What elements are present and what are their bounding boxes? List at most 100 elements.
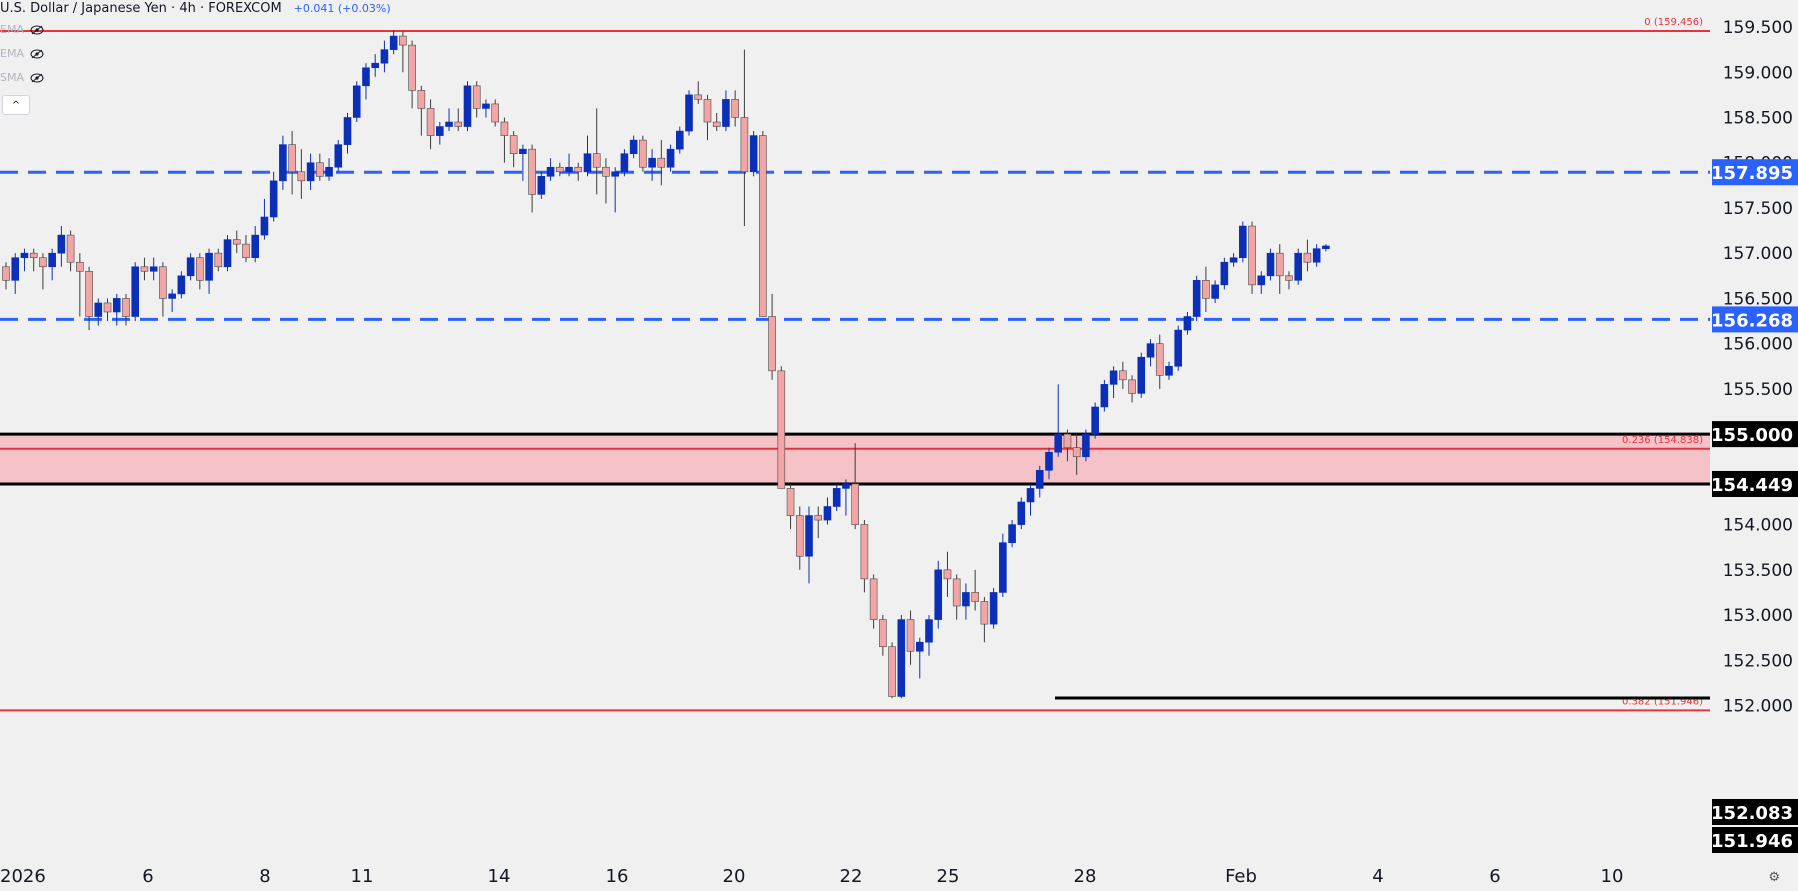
candle bbox=[1137, 356, 1146, 394]
price-label: 151.946 bbox=[1711, 827, 1798, 853]
candle bbox=[205, 252, 213, 281]
candle bbox=[1091, 406, 1099, 435]
candle bbox=[1294, 252, 1302, 281]
svg-text:152.083: 152.083 bbox=[1711, 803, 1793, 824]
candle bbox=[832, 488, 841, 507]
time-tick: 28 bbox=[1074, 866, 1097, 887]
svg-text:154.449: 154.449 bbox=[1711, 475, 1793, 496]
candle bbox=[297, 171, 306, 182]
time-tick: 4 bbox=[1372, 866, 1383, 887]
candle bbox=[629, 139, 638, 154]
candle bbox=[112, 298, 121, 313]
candle bbox=[694, 94, 703, 100]
candle bbox=[565, 166, 573, 173]
candle bbox=[703, 99, 712, 123]
candle bbox=[814, 515, 823, 521]
candle bbox=[482, 103, 490, 109]
indicator-ema-2[interactable]: EMA bbox=[0, 47, 44, 60]
price-tick: 158.500 bbox=[1723, 108, 1793, 128]
candle bbox=[851, 483, 859, 525]
price-tick: 152.500 bbox=[1723, 651, 1793, 671]
time-tick: 20 bbox=[723, 866, 746, 887]
candle bbox=[463, 85, 472, 127]
candle bbox=[57, 234, 66, 254]
price-tick: 157.000 bbox=[1723, 244, 1793, 264]
time-tick: 6 bbox=[142, 866, 153, 887]
candle bbox=[1082, 433, 1090, 458]
candle bbox=[879, 619, 887, 648]
candle bbox=[445, 121, 453, 127]
candle bbox=[1165, 365, 1173, 376]
symbol-title[interactable]: U.S. Dollar / Japanese Yen · 4h · FOREXC… bbox=[0, 0, 282, 16]
candle bbox=[1257, 275, 1266, 286]
candle bbox=[11, 257, 20, 281]
candle bbox=[648, 157, 656, 168]
time-tick: Feb bbox=[1225, 866, 1257, 887]
candle bbox=[306, 162, 315, 182]
candle bbox=[214, 252, 223, 268]
candle bbox=[1054, 433, 1063, 453]
candle bbox=[749, 135, 758, 173]
time-tick: 14 bbox=[488, 866, 511, 887]
candle bbox=[1229, 257, 1238, 263]
eye-hidden-icon[interactable] bbox=[30, 73, 44, 83]
candle bbox=[500, 121, 509, 136]
candle bbox=[1312, 248, 1321, 263]
svg-text:155.000: 155.000 bbox=[1711, 425, 1793, 446]
price-tick: 153.500 bbox=[1723, 561, 1793, 581]
candle bbox=[334, 144, 343, 168]
collapse-indicators-button[interactable]: ^ bbox=[2, 95, 30, 115]
candle bbox=[712, 121, 721, 127]
candle bbox=[343, 117, 352, 145]
time-tick: 8 bbox=[259, 866, 270, 887]
candle bbox=[952, 578, 961, 607]
candle bbox=[519, 148, 527, 154]
eye-hidden-icon[interactable] bbox=[30, 25, 44, 35]
svg-text:151.946: 151.946 bbox=[1711, 831, 1793, 852]
candle bbox=[1026, 488, 1035, 503]
candle bbox=[934, 569, 943, 620]
gear-icon[interactable]: ⚙ bbox=[1768, 870, 1780, 885]
indicator-label: EMA bbox=[0, 47, 24, 60]
candle bbox=[279, 144, 287, 182]
candle bbox=[869, 578, 878, 620]
candle bbox=[48, 252, 56, 268]
candle bbox=[657, 157, 666, 168]
candle bbox=[168, 293, 176, 299]
candle bbox=[389, 35, 398, 50]
candle bbox=[888, 646, 896, 697]
candle bbox=[417, 90, 426, 109]
candle bbox=[20, 252, 29, 259]
candle bbox=[29, 252, 38, 259]
indicator-label: SMA bbox=[0, 71, 24, 84]
eye-hidden-icon[interactable] bbox=[30, 49, 44, 59]
candle bbox=[795, 515, 804, 557]
candle bbox=[232, 239, 241, 245]
candle bbox=[269, 180, 278, 218]
chart-legend: U.S. Dollar / Japanese Yen · 4h · FOREXC… bbox=[0, 0, 391, 16]
price-tick: 155.500 bbox=[1723, 380, 1793, 400]
candle bbox=[915, 641, 924, 652]
candle bbox=[1220, 261, 1229, 286]
candle bbox=[1285, 275, 1293, 281]
candle bbox=[555, 166, 564, 173]
indicator-ema-1[interactable]: EMA bbox=[0, 23, 44, 36]
candle bbox=[1275, 252, 1284, 277]
candle bbox=[352, 85, 361, 118]
candle bbox=[39, 257, 47, 268]
candle bbox=[777, 370, 786, 489]
candle bbox=[509, 135, 518, 154]
price-label: 154.449 bbox=[1711, 470, 1798, 497]
candle bbox=[860, 524, 869, 580]
price-label: 156.268 bbox=[1711, 306, 1798, 333]
candle bbox=[177, 275, 186, 295]
candle bbox=[1035, 470, 1044, 489]
candle bbox=[66, 234, 75, 263]
indicator-sma[interactable]: SMA bbox=[0, 71, 44, 84]
candle bbox=[639, 139, 647, 168]
candle bbox=[1303, 252, 1312, 263]
fib-label: 0 (159.456) bbox=[1644, 17, 1703, 28]
time-tick: 22 bbox=[840, 866, 863, 887]
candle bbox=[528, 148, 536, 195]
